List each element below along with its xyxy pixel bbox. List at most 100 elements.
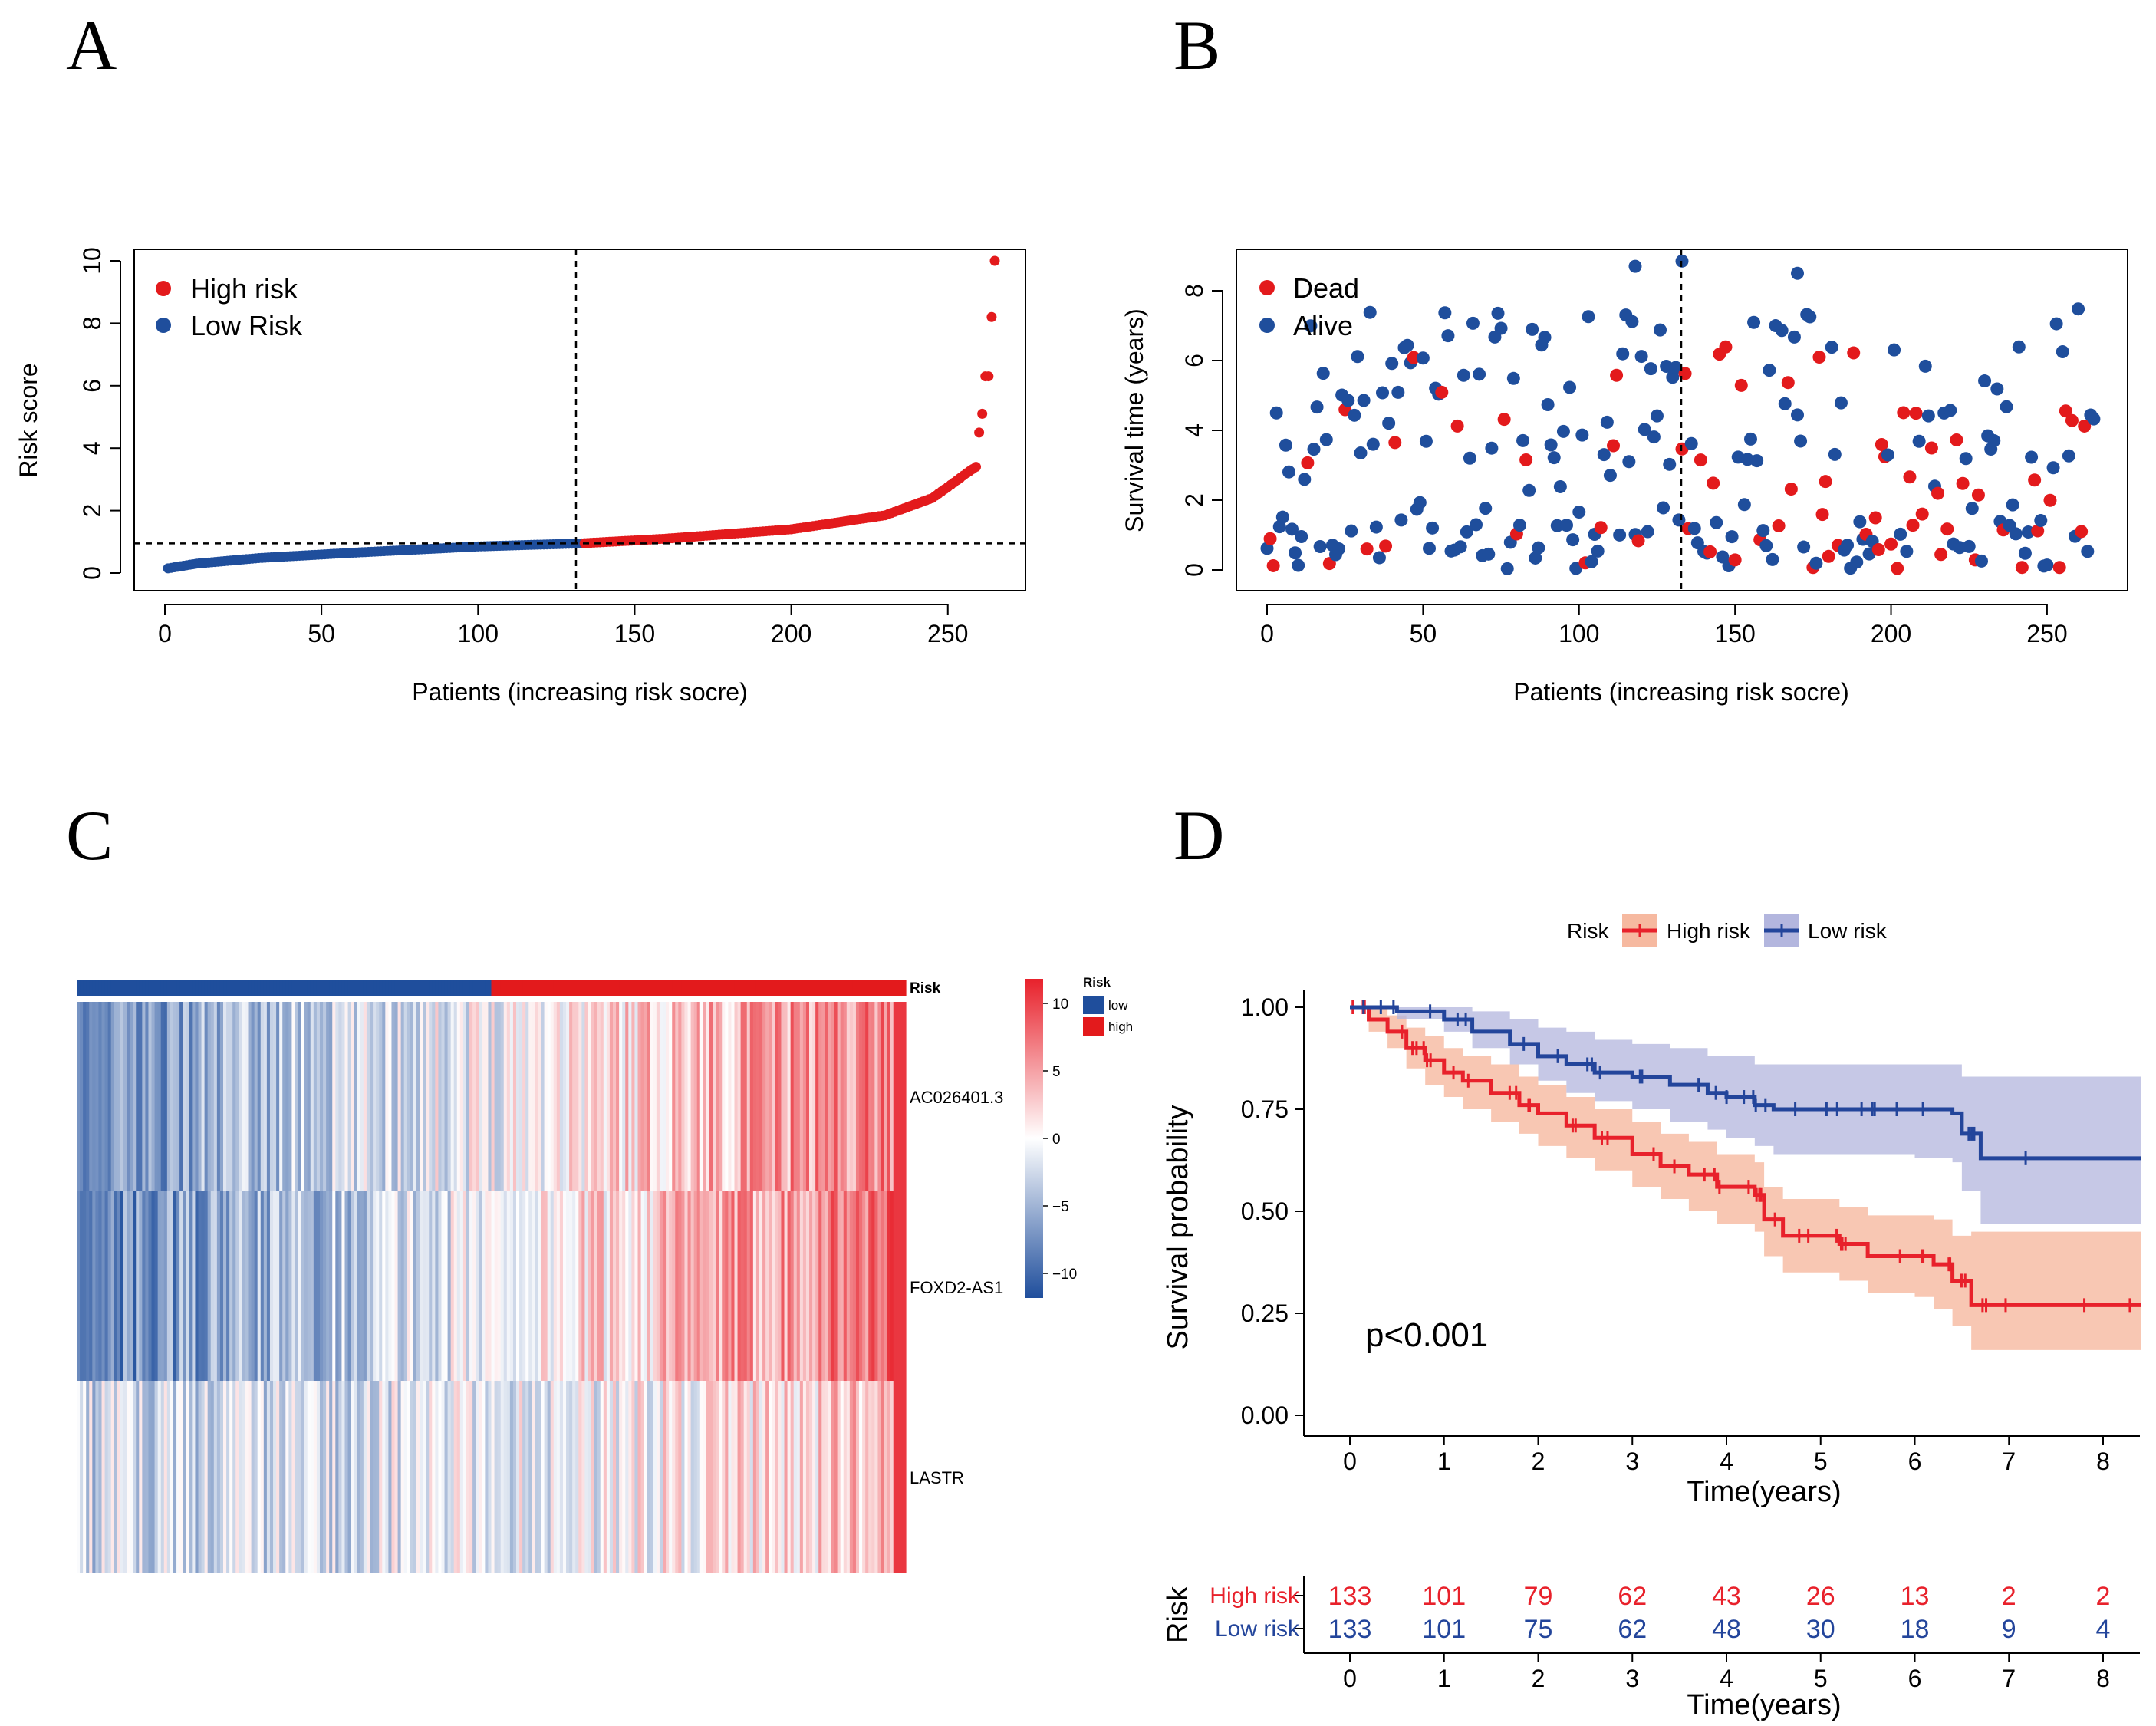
heatmap-cell — [291, 1381, 296, 1573]
alive-patient-point — [1538, 331, 1552, 344]
heatmap-cell — [207, 1002, 212, 1191]
alive-patient-point — [1803, 310, 1817, 324]
alive-patient-point — [1566, 533, 1580, 547]
risk-annotation-cell — [301, 980, 305, 996]
risk-annotation-cell — [790, 980, 795, 996]
risk-annotation-cell — [92, 980, 96, 996]
heatmap-cell — [678, 1381, 682, 1573]
risk-annotation-cell — [219, 980, 224, 996]
heatmap-cell — [716, 1191, 719, 1381]
heatmap-cell — [466, 1381, 470, 1573]
heatmap-cell — [728, 1381, 732, 1573]
heatmap-cell — [719, 1002, 723, 1191]
risk-annotation-cell — [500, 980, 505, 996]
dead-patient-point — [1875, 438, 1888, 452]
heatmap-colorbar — [1025, 979, 1043, 1298]
risk-annotation-cell — [151, 980, 156, 996]
heatmap-cell — [619, 1002, 623, 1191]
heatmap-cell — [731, 1191, 736, 1381]
heatmap-cell — [341, 1002, 346, 1191]
heatmap-cell — [616, 1191, 620, 1381]
heatmap-cell — [357, 1381, 361, 1573]
heatmap-cell — [491, 1381, 495, 1573]
heatmap-cell — [628, 1191, 632, 1381]
heatmap-cell — [544, 1191, 548, 1381]
heatmap-cell — [407, 1191, 411, 1381]
heatmap-cell — [376, 1381, 380, 1573]
heatmap-cell — [812, 1381, 816, 1573]
dead-patient-point — [1956, 476, 1970, 490]
alive-patient-point — [1616, 347, 1630, 361]
risk-table-low-count: 30 — [1806, 1615, 1835, 1644]
risk-annotation-cell — [257, 980, 262, 996]
risk-annotation-cell — [186, 980, 189, 996]
heatmap-cell — [569, 1381, 573, 1573]
heatmap-cell — [687, 1191, 692, 1381]
heatmap-cell — [793, 1191, 798, 1381]
risk-annotation-cell — [672, 980, 676, 996]
heatmap-cell — [263, 1002, 268, 1191]
risk-annotation-cell — [503, 980, 508, 996]
risk-annotation-cell — [388, 980, 393, 996]
heatmap-cell — [837, 1002, 841, 1191]
heatmap-cell — [219, 1002, 224, 1191]
alive-patient-point — [1529, 551, 1542, 565]
heatmap-cell — [456, 1191, 461, 1381]
heatmap-cell — [429, 1002, 433, 1191]
heatmap-cell — [728, 1002, 732, 1191]
risk-annotation-cell — [207, 980, 212, 996]
heatmap-cell — [160, 1381, 165, 1573]
heatmap-cell — [376, 1002, 380, 1191]
heatmap-cell — [110, 1191, 115, 1381]
risk-annotation-cell — [834, 980, 838, 996]
alive-patient-point — [1603, 469, 1617, 483]
heatmap-cell — [541, 1381, 545, 1573]
dead-patient-point — [1631, 534, 1645, 548]
x-tick-label: 250 — [2026, 620, 2067, 647]
heatmap-legend-low-swatch — [1083, 996, 1104, 1014]
heatmap-cell — [553, 1191, 558, 1381]
risk-annotation-cell — [266, 980, 271, 996]
legend-dead-label: Dead — [1293, 272, 1359, 304]
dead-patient-point — [1871, 542, 1885, 556]
heatmap-cell — [166, 1002, 171, 1191]
alive-patient-point — [1787, 330, 1801, 344]
heatmap-cell — [301, 1191, 305, 1381]
heatmap-cell — [127, 1002, 130, 1191]
heatmap-cell — [802, 1381, 807, 1573]
heatmap-cell — [722, 1191, 726, 1381]
risk-annotation-cell — [716, 980, 719, 996]
heatmap-row-label-1: AC026401.3 — [910, 1088, 1003, 1107]
risk-annotation-cell — [239, 980, 242, 996]
heatmap-cell — [198, 1191, 202, 1381]
risk-annotation-cell — [235, 980, 239, 996]
risk-annotation-cell — [351, 980, 355, 996]
alive-patient-point — [1669, 361, 1683, 374]
risk-table-high-count: 2 — [2002, 1582, 2016, 1611]
heatmap-cell — [656, 1002, 660, 1191]
heatmap-cell — [273, 1191, 277, 1381]
risk-annotation-cell — [276, 980, 280, 996]
heatmap-cell — [855, 1381, 860, 1573]
heatmap-cell — [400, 1191, 405, 1381]
alive-patient-point — [1553, 479, 1567, 493]
y-tick-label: 0.50 — [1241, 1197, 1289, 1225]
heatmap-cell — [625, 1381, 629, 1573]
heatmap-cell — [413, 1002, 417, 1191]
heatmap-cell — [687, 1002, 692, 1191]
heatmap-cell — [716, 1381, 719, 1573]
risk-annotation-cell — [631, 980, 636, 996]
heatmap-cell — [840, 1191, 844, 1381]
heatmap-cell — [547, 1002, 551, 1191]
alive-patient-point — [1473, 367, 1486, 381]
heatmap-cell — [332, 1191, 336, 1381]
heatmap-cell — [631, 1002, 636, 1191]
heatmap-cell — [616, 1002, 620, 1191]
heatmap-cell — [752, 1381, 757, 1573]
risk-table-x-tick-label: 2 — [1532, 1665, 1545, 1692]
heatmap-cell — [812, 1002, 816, 1191]
km-legend-high-label: High risk — [1667, 919, 1751, 943]
heatmap-cell — [793, 1002, 798, 1191]
heatmap-cell — [796, 1191, 801, 1381]
risk-annotation-cell — [678, 980, 682, 996]
